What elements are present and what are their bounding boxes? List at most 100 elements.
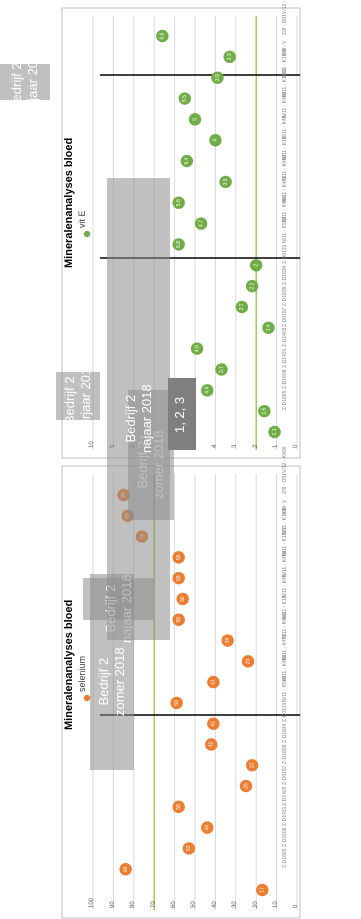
data-point — [180, 154, 194, 168]
data-point — [262, 321, 275, 334]
legend-label: selenium — [76, 655, 87, 692]
category-label: V/12 - K400 — [282, 446, 288, 473]
data-label: 42 — [209, 741, 215, 747]
data-label: 34 — [225, 638, 231, 644]
data-label: 4.9 — [194, 345, 200, 352]
period-box — [107, 178, 170, 640]
data-label: 6.6 — [160, 32, 166, 39]
data-label: 59 — [174, 700, 180, 706]
data-point — [201, 821, 214, 834]
data-label: 3.5 — [223, 178, 229, 185]
y-tick-label: 0 — [293, 444, 300, 448]
data-point — [172, 571, 185, 585]
y-tick-label: 10 — [89, 441, 96, 448]
data-point — [172, 238, 185, 251]
data-label: 56 — [180, 596, 186, 602]
selenium-chart: 1784534458252242415941243458565858768385 — [61, 421, 301, 919]
data-label: 1.4 — [266, 324, 272, 331]
slide-number-text: 1, 2, 3 — [172, 396, 187, 433]
y-tick-label: 60 — [171, 901, 177, 908]
data-point — [172, 800, 185, 814]
period-label: Bedrijf 2 najaar 2018 — [122, 384, 154, 453]
period-label: Bedrijf 2 voorjaar 2019 — [9, 46, 40, 127]
data-label: 5.8 — [176, 199, 182, 206]
y-tick-label: 80 — [130, 901, 137, 908]
data-point — [211, 71, 224, 84]
data-label: 3.3 — [227, 53, 233, 60]
legend-label: vit E — [76, 210, 87, 228]
data-point — [215, 363, 228, 376]
data-point — [172, 196, 185, 209]
data-label: 3.7 — [219, 366, 225, 373]
data-point — [170, 696, 183, 710]
data-label: 4.7 — [198, 220, 204, 227]
data-point — [245, 279, 259, 293]
y-tick-label: 40 — [211, 901, 218, 908]
data-point — [190, 342, 204, 355]
data-point — [194, 217, 208, 230]
data-point — [209, 134, 222, 147]
data-point — [207, 717, 220, 730]
data-label: 5 — [192, 118, 198, 121]
data-label: 41 — [211, 679, 217, 685]
footer-title: Mineralenstatus controleren en bijsturen — [309, 540, 324, 780]
data-label: 5.4 — [184, 157, 190, 164]
y-tick-label: 4 — [211, 444, 218, 448]
data-point — [250, 259, 263, 272]
data-label: 25 — [243, 783, 249, 789]
data-label: 1.1 — [272, 428, 278, 435]
data-point — [207, 675, 220, 689]
data-label: 58 — [176, 575, 182, 581]
period-box — [56, 372, 100, 420]
y-tick-label: 2 — [252, 444, 259, 448]
data-point — [235, 300, 249, 314]
y-tick-label: 30 — [232, 901, 239, 908]
data-label: 58 — [176, 804, 182, 810]
y-tick-label: 20 — [252, 901, 259, 908]
legend-marker — [83, 230, 91, 238]
data-point — [219, 175, 232, 189]
data-point — [241, 655, 255, 668]
data-label: 58 — [176, 617, 182, 623]
data-point — [172, 613, 185, 626]
chart-title: Mineralenanalyses bloed — [63, 137, 76, 268]
y-tick-label: 0 — [293, 904, 300, 908]
data-point — [256, 883, 269, 897]
legend-marker — [83, 694, 91, 702]
data-point — [239, 779, 253, 793]
data-point — [176, 592, 189, 606]
data-label: 58 — [176, 554, 182, 560]
chart-title: Mineralenanalyses bloed — [63, 599, 76, 730]
data-label: 17 — [260, 887, 266, 893]
data-point — [188, 113, 202, 126]
period-box — [0, 64, 50, 100]
data-label: 2.2 — [249, 282, 255, 289]
y-tick-label: 90 — [109, 901, 116, 908]
data-label: 53 — [186, 845, 192, 851]
y-tick-label: 50 — [191, 901, 198, 908]
y-tick-label: 3 — [232, 444, 239, 448]
data-point — [258, 404, 271, 418]
data-point — [182, 842, 196, 855]
data-label: 41 — [211, 721, 217, 727]
data-label: 22 — [249, 762, 255, 768]
data-point — [205, 738, 218, 751]
period-label: Bedrijf 2 voorjaar 2019 — [62, 360, 93, 441]
data-label: 3.9 — [215, 74, 221, 81]
data-point — [268, 425, 281, 439]
data-label: 84 — [123, 866, 129, 872]
data-point — [221, 634, 234, 647]
data-label: 5.5 — [182, 95, 188, 102]
data-label: 4.4 — [205, 387, 211, 394]
data-point — [119, 863, 132, 876]
y-tick-label: 10 — [273, 901, 279, 908]
footer-band — [303, 0, 325, 919]
slide-number-badge — [168, 378, 196, 450]
data-label: 44 — [205, 825, 211, 831]
data-point — [156, 29, 169, 43]
data-label: 24 — [245, 658, 251, 664]
period-label: Bedrijf 2 zomer 2018 — [96, 647, 127, 716]
category-label: V/12 - K400 — [282, 0, 288, 14]
y-tick-label: 1 — [273, 444, 279, 448]
y-tick-label: 70 — [150, 901, 157, 908]
